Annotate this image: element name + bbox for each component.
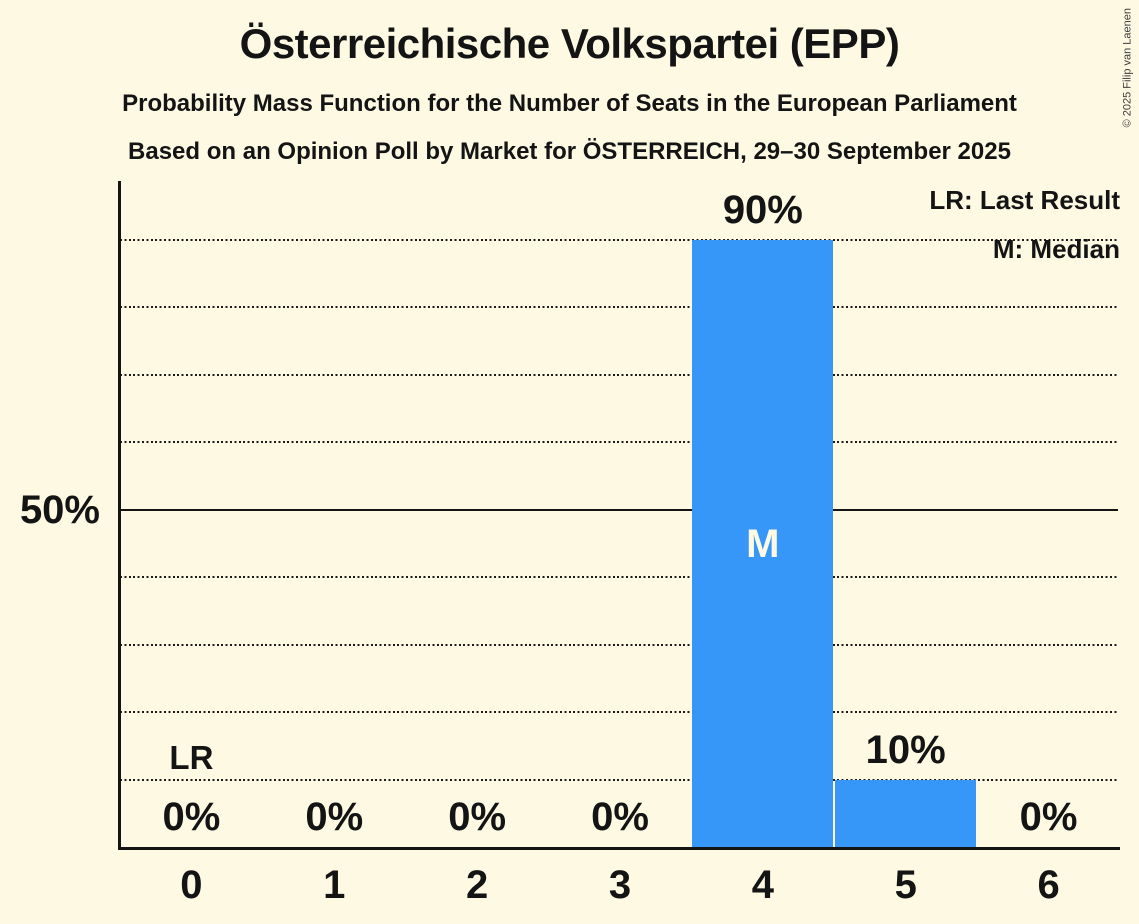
chart-title: Österreichische Volkspartei (EPP) — [239, 20, 900, 67]
bar-seats-5 — [835, 779, 977, 847]
legend-last-result: LR: Last Result — [929, 185, 1120, 215]
value-label-seats-4: 90% — [722, 188, 803, 233]
x-tick-0: 0 — [180, 863, 203, 907]
value-label-seats-6: 0% — [1019, 795, 1078, 839]
chart-legend: LR: Last Result M: Median — [929, 176, 1120, 274]
gridline-60pct — [120, 441, 1118, 444]
legend-median: M: Median — [992, 234, 1120, 264]
last-result-marker: LR — [169, 738, 214, 776]
y-axis-line — [118, 181, 121, 850]
x-tick-3: 3 — [608, 863, 632, 907]
gridline-30pct — [120, 643, 1118, 646]
x-tick-2: 2 — [466, 863, 489, 907]
value-label-seats-2: 0% — [448, 795, 507, 839]
x-tick-4: 4 — [751, 863, 774, 907]
median-marker: M — [746, 521, 780, 566]
gridline-90pct — [120, 239, 1118, 242]
value-label-seats-0: 0% — [162, 795, 221, 839]
x-tick-1: 1 — [323, 863, 346, 907]
y-axis-tick-label: 50% — [19, 488, 100, 532]
gridline-10pct — [120, 778, 1118, 781]
gridline-40pct — [120, 576, 1118, 579]
gridline-50pct-solid — [120, 508, 1118, 511]
value-label-seats-3: 0% — [591, 795, 649, 839]
value-label-seats-5: 10% — [865, 727, 946, 772]
bar-seats-4 — [692, 240, 834, 847]
x-tick-5: 5 — [894, 863, 917, 907]
chart-subtitle-poll: Based on an Opinion Poll by Market for Ö… — [128, 138, 1011, 165]
gridline-80pct — [120, 306, 1118, 309]
chart-subtitle-pmf: Probability Mass Function for the Number… — [122, 90, 1017, 117]
gridline-70pct — [120, 373, 1118, 376]
x-tick-6: 6 — [1037, 863, 1060, 907]
x-axis-line — [118, 847, 1120, 850]
value-label-seats-1: 0% — [305, 795, 364, 839]
gridline-20pct — [120, 711, 1118, 714]
copyright-notice: © 2025 Filip van Laenen — [1121, 8, 1133, 128]
